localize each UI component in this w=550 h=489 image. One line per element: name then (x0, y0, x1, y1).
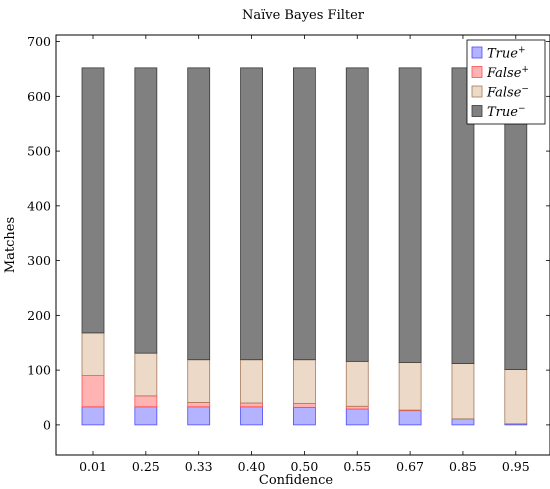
bar-segment-s2-c6 (398, 362, 422, 411)
bar-segment-s0-c4 (292, 406, 316, 426)
bar-segment-s3-c2 (187, 67, 211, 361)
y-axis-label: Matches (3, 217, 18, 273)
y-tick-label-200: 200 (27, 308, 51, 323)
bar-segment-s2-c5 (345, 360, 369, 407)
y-tick-label-300: 300 (27, 253, 51, 268)
bar-segment-s2-c8 (504, 369, 528, 425)
x-axis-ticks: 0.01 0.25 0.33 0.40 0.50 0.55 0.67 0.85 0.95 (79, 35, 530, 474)
bar-segment-s0-c1 (134, 406, 158, 426)
bar-segment-s3-c0 (81, 67, 105, 334)
bar-segment-s1-c4 (292, 403, 316, 408)
y-tick-label-500: 500 (27, 144, 51, 159)
bar-segment-s1-c3 (240, 402, 263, 408)
x-tick-label-8: 0.95 (502, 459, 530, 474)
legend-swatch-2 (471, 85, 483, 98)
bar-segment-s2-c4 (292, 359, 316, 404)
legend-swatch-1 (471, 66, 483, 78)
legend-label-1: False+ (486, 65, 529, 81)
y-tick-label-700: 700 (27, 34, 51, 49)
x-tick-label-7: 0.85 (449, 459, 477, 474)
legend-label-2: False− (486, 85, 529, 101)
bar-segment-s3-c7 (451, 67, 475, 364)
bar-segment-s3-c4 (292, 67, 316, 361)
bar-segment-s0-c6 (398, 410, 422, 426)
chart-title: Naïve Bayes Filter (242, 8, 365, 23)
bar-segment-s1-c5 (345, 405, 369, 410)
bars (81, 67, 528, 426)
bar-segment-s0-c7 (451, 418, 475, 426)
bar-segment-s1-c2 (187, 402, 211, 408)
bar-segment-s2-c3 (240, 359, 263, 404)
legend-swatch-0 (471, 46, 483, 59)
legend-label-3: True− (487, 104, 526, 120)
bar-segment-s3-c5 (345, 67, 369, 362)
x-tick-label-5: 0.55 (343, 459, 371, 474)
x-tick-label-6: 0.67 (396, 459, 424, 474)
bar-segment-s2-c7 (451, 363, 475, 420)
y-tick-label-100: 100 (27, 363, 51, 378)
bar-segment-s0-c0 (81, 406, 105, 426)
bar-segment-s1-c0 (81, 375, 105, 408)
x-tick-label-3: 0.40 (238, 459, 266, 474)
x-axis-label: Confidence (259, 473, 333, 488)
bar-segment-s3-c6 (398, 67, 422, 363)
bar-segment-s3-c3 (240, 67, 263, 361)
x-tick-label-0: 0.01 (79, 459, 107, 474)
y-tick-label-0: 0 (43, 417, 51, 432)
legend-swatch-3 (471, 105, 483, 117)
bar-segment-s0-c2 (187, 406, 211, 426)
plot-frame (55, 34, 550, 456)
x-tick-label-4: 0.50 (290, 459, 318, 474)
bar-segment-s0-c3 (240, 406, 263, 426)
bar-segment-s2-c0 (81, 332, 105, 377)
bar-segment-s2-c1 (134, 352, 158, 397)
legend: True+ False+ False− True− (466, 39, 546, 125)
y-tick-label-600: 600 (27, 89, 51, 104)
bar-segment-s2-c2 (187, 359, 211, 403)
bar-segment-s0-c5 (345, 408, 369, 426)
y-tick-label-400: 400 (27, 198, 51, 213)
x-tick-label-2: 0.33 (185, 459, 213, 474)
legend-label-0: True+ (487, 46, 526, 62)
bar-segment-s1-c1 (134, 395, 158, 408)
x-tick-label-1: 0.25 (132, 459, 160, 474)
bar-segment-s3-c1 (134, 67, 158, 354)
y-axis-ticks: 0 100 200 300 400 500 600 700 (27, 34, 550, 432)
